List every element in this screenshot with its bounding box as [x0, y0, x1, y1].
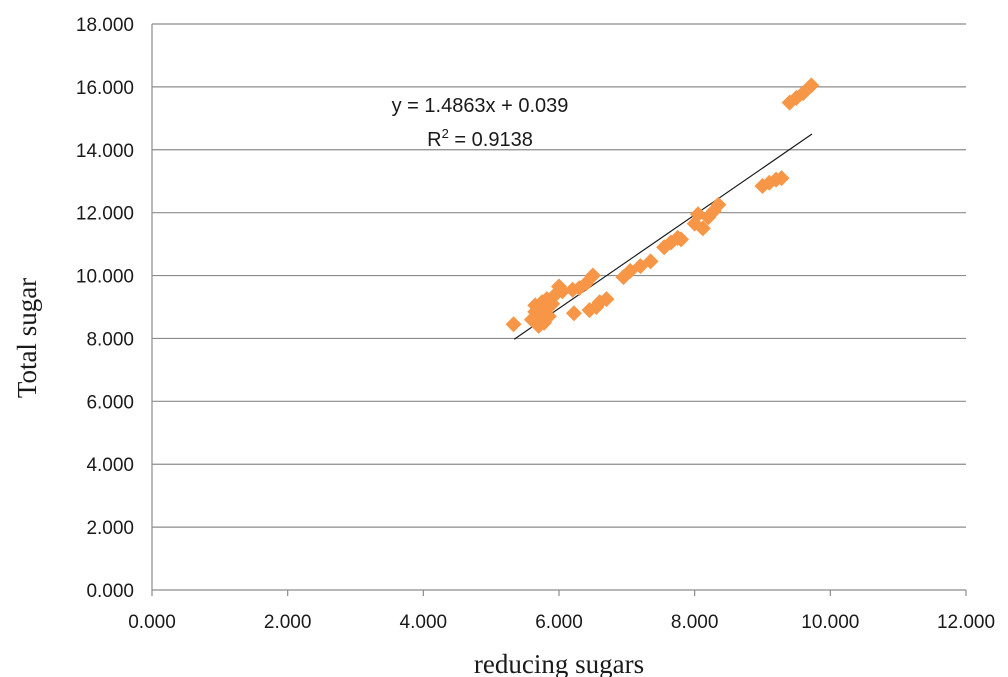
data-point	[540, 308, 557, 325]
y-tick-label: 8.000	[86, 329, 134, 350]
y-tick-label: 18.000	[76, 15, 134, 36]
data-point	[710, 196, 727, 213]
trendline-r-squared: R2 = 0.9138	[427, 126, 533, 151]
data-point	[694, 220, 711, 237]
data-point	[773, 170, 790, 187]
data-point	[554, 283, 571, 300]
y-axis-title: Total sugar	[12, 278, 42, 398]
x-tick-label: 0.000	[128, 612, 176, 633]
x-tick-label: 12.000	[937, 612, 995, 633]
data-point	[598, 291, 615, 308]
y-tick-labels: 0.000 2.000 4.000 6.000 8.000 10.000 12.000 14.…	[76, 15, 134, 602]
data-point	[803, 77, 820, 94]
x-tick-label: 8.000	[671, 612, 719, 633]
y-tick-label: 12.000	[76, 204, 134, 225]
trendline	[513, 133, 813, 340]
y-tick-label: 4.000	[86, 455, 134, 476]
y-tick-label: 14.000	[76, 141, 134, 162]
y-tick-label: 6.000	[86, 392, 134, 413]
y-tick-label: 16.000	[76, 78, 134, 99]
trendline-equation: y = 1.4863x + 0.039	[392, 95, 569, 117]
data-point	[505, 316, 522, 333]
y-tick-label: 10.000	[76, 267, 134, 288]
x-tick-label: 2.000	[264, 612, 312, 633]
data-point	[795, 85, 812, 102]
data-point	[673, 231, 690, 248]
x-tick-labels: 0.000 2.000 4.000 6.000 8.000 10.000 12.000	[128, 612, 995, 633]
gridlines	[152, 23, 966, 528]
data-point	[642, 253, 659, 270]
x-tick-label: 4.000	[400, 612, 448, 633]
x-axis-title: reducing sugars	[474, 649, 644, 677]
axes	[151, 24, 967, 596]
x-tick-label: 10.000	[801, 612, 859, 633]
y-tick-label: 0.000	[86, 581, 134, 602]
data-point	[565, 305, 582, 322]
data-points	[505, 77, 820, 334]
y-tick-label: 2.000	[86, 518, 134, 539]
data-point	[584, 267, 601, 284]
x-tick-label: 6.000	[535, 612, 583, 633]
